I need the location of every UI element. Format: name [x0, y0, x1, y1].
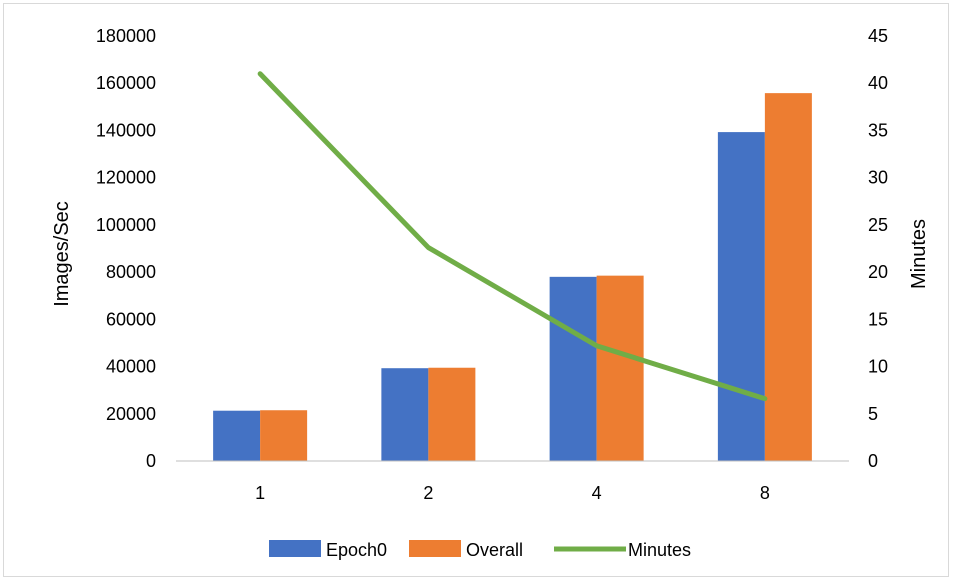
y2-tick-label: 5	[868, 404, 878, 424]
chart-frame: 0 20000 40000 60000 80000 100000 120000 140000 1…	[3, 3, 949, 577]
y2-tick-label: 20	[868, 262, 888, 282]
x-tick-label: 2	[423, 483, 433, 503]
x-tick-label: 4	[592, 483, 602, 503]
bar-epoch0-2	[381, 368, 429, 461]
bar-overall-2	[428, 367, 476, 461]
y2-tick-label: 10	[868, 357, 888, 377]
y2-tick-label: 15	[868, 309, 888, 329]
y-tick-label: 80000	[106, 262, 156, 282]
y2-tick-label: 0	[868, 451, 878, 471]
y-tick-label: 120000	[96, 168, 156, 188]
y-tick-label: 60000	[106, 309, 156, 329]
bar-overall-4	[596, 275, 644, 461]
y-tick-label: 20000	[106, 404, 156, 424]
legend-label-epoch0: Epoch0	[326, 540, 387, 560]
bar-epoch0-1	[213, 410, 261, 461]
y2-tick-label: 25	[868, 215, 888, 235]
y2-tick-label: 40	[868, 73, 888, 93]
line-minutes	[257, 71, 768, 402]
legend-label-overall: Overall	[466, 540, 523, 560]
y2-tick-label: 45	[868, 26, 888, 46]
chart: 0 20000 40000 60000 80000 100000 120000 140000 1…	[51, 26, 930, 560]
y2-axis-label: Minutes	[908, 219, 930, 289]
y2-tick-label: 35	[868, 120, 888, 140]
y-tick-label: 140000	[96, 120, 156, 140]
bar-overall-8	[764, 93, 812, 461]
x-tick-label: 1	[255, 483, 265, 503]
y-tick-label: 160000	[96, 73, 156, 93]
y-axis-label: Images/Sec	[51, 201, 73, 307]
y-tick-label: 180000	[96, 26, 156, 46]
legend: Epoch0 Overall Minutes	[269, 540, 691, 560]
bar-epoch0-8	[717, 132, 765, 461]
legend-swatch-epoch0	[269, 540, 321, 557]
legend-label-minutes: Minutes	[628, 540, 691, 560]
y2-tick-label: 30	[868, 168, 888, 188]
y-tick-label: 100000	[96, 215, 156, 235]
legend-swatch-overall	[409, 540, 461, 557]
y-tick-label: 0	[146, 451, 156, 471]
bar-epoch0-4	[549, 276, 597, 461]
y-tick-label: 40000	[106, 357, 156, 377]
x-tick-label: 8	[760, 483, 770, 503]
bar-overall-1	[260, 410, 308, 461]
plot-area: 0 20000 40000 60000 80000 100000 120000 140000 1…	[96, 26, 888, 503]
